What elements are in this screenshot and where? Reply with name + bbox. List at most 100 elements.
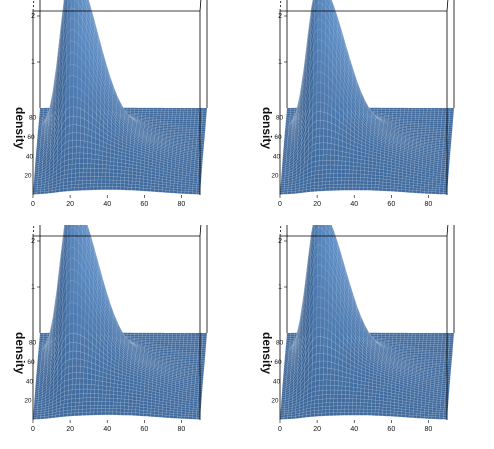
surface-facet (160, 342, 165, 345)
surface-facet (348, 177, 353, 181)
surface-facet (174, 125, 180, 128)
z-tick-label: 1 (31, 59, 35, 66)
surface-facet (72, 139, 77, 148)
surface-facet (345, 161, 350, 167)
surface-facet (326, 173, 331, 178)
surface-facet (160, 340, 165, 343)
surface-facet (437, 125, 442, 128)
surface-facet (408, 189, 414, 193)
surface-facet (179, 117, 184, 120)
surface-facet (374, 187, 379, 191)
surface-facet (185, 355, 191, 358)
surface-facet (198, 111, 204, 115)
surface-facet (189, 129, 195, 132)
surface-facet (67, 177, 72, 182)
surface-facet (314, 165, 320, 171)
surface-facet (186, 117, 192, 120)
surface-facet (317, 1, 323, 12)
surface-facet (70, 280, 75, 293)
surface-facet (429, 130, 434, 133)
surface-facet (79, 172, 84, 178)
surface-facet (418, 124, 423, 128)
surface-facet (86, 172, 91, 177)
surface-facet (375, 168, 380, 173)
surface-facet (447, 140, 452, 143)
surface-facet (200, 365, 205, 368)
surface-facet (183, 109, 189, 113)
surface-facet (131, 184, 136, 188)
surface-facet (106, 160, 111, 166)
surface-facet (318, 174, 323, 179)
surface-facet (414, 123, 419, 126)
surface-facet (322, 177, 327, 182)
surface-facet (113, 169, 118, 174)
surface-facet (197, 354, 202, 357)
surface-facet (194, 338, 200, 342)
surface-facet (194, 346, 199, 349)
surface-facet (327, 136, 332, 144)
surface-facet (449, 109, 454, 113)
surface-plot-svg: 020406080204060801234density (13, 225, 208, 433)
surface-facet (194, 111, 200, 115)
surface-facet (201, 348, 206, 351)
surface-facet (404, 111, 409, 114)
surface-facet (194, 123, 199, 126)
surface-facet (172, 332, 177, 336)
surface-facet (168, 334, 173, 338)
surface-facet (183, 115, 188, 118)
surface-facet (316, 71, 322, 83)
surface-facet (424, 186, 429, 190)
surface-facet (70, 7, 75, 20)
y-tick-label: 20 (271, 173, 279, 180)
surface-facet (200, 363, 205, 366)
surface-facet (76, 139, 81, 148)
surface-facet (193, 350, 199, 353)
surface-facet (435, 191, 440, 195)
surface-facet (87, 141, 92, 149)
surface-facet (72, 124, 77, 133)
surface-facet (139, 172, 145, 177)
surface-facet (437, 121, 442, 124)
surface-facet (185, 357, 190, 360)
surface-facet (153, 332, 158, 336)
surface-facet (71, 177, 76, 182)
surface-facet (200, 134, 205, 138)
surface-facet (197, 357, 202, 361)
surface-facet (98, 172, 103, 177)
y-tick-label: 80 (29, 115, 37, 122)
surface-facet (178, 350, 183, 353)
surface-facet (70, 236, 75, 249)
surface-facet (411, 113, 416, 116)
surface-facet (79, 152, 84, 159)
surface-facet (188, 187, 194, 190)
surface-facet (184, 189, 190, 192)
surface-facet (68, 124, 74, 134)
surface-facet (37, 184, 42, 188)
surface-facet (90, 179, 95, 184)
surface-facet (63, 188, 68, 192)
surface-facet (360, 159, 366, 164)
surface-facet (193, 357, 198, 361)
surface-facet (112, 186, 117, 190)
surface-facet (370, 187, 376, 191)
surface-facet (169, 187, 174, 191)
surface-facet (192, 363, 198, 366)
surface-facet (172, 109, 177, 113)
surface-facet (330, 160, 335, 166)
surface-facet (412, 187, 418, 191)
surface-facet (186, 350, 191, 353)
surface-facet (117, 162, 122, 167)
surface-facet (73, 75, 78, 88)
surface-facet (73, 96, 78, 108)
surface-facet (447, 138, 452, 141)
surface-facet (287, 191, 292, 195)
surface-facet (421, 128, 426, 131)
surface-facet (356, 173, 361, 178)
surface-facet (175, 113, 181, 116)
surface-facet (411, 117, 416, 120)
surface-facet (153, 113, 158, 116)
surface-facet (188, 191, 193, 195)
surface-facet (319, 149, 324, 156)
surface-facet (138, 111, 143, 114)
surface-facet (105, 183, 110, 187)
